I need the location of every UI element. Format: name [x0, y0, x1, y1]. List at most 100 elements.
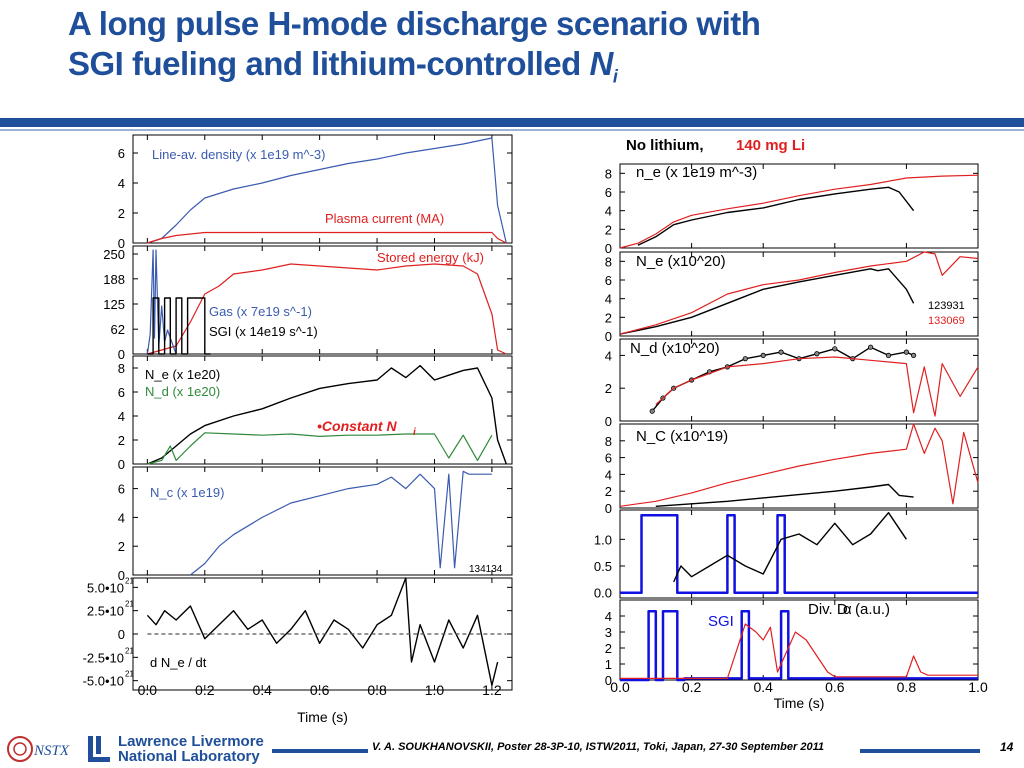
lab-name: Lawrence Livermore National Laboratory [118, 734, 264, 764]
left-chart-xtick-label: 0.0 [138, 682, 158, 698]
left-chart-subplot-2-ytick-label: 250 [103, 247, 125, 262]
right-chart-subplot-5-ytick-label: 1.0 [594, 532, 612, 547]
nstx-text: NSTX [33, 743, 70, 759]
right-chart-subplot-3-ytick-label: 4 [605, 348, 612, 363]
right-chart-subplot-1-annotation-1: n_e (x 1e19 m^-3) [636, 164, 757, 181]
left-chart-subplot-5-ytick-label: -5.0•10 [83, 674, 124, 689]
right-chart-subplot-2-ytick-label: 2 [605, 310, 612, 325]
left-chart-subplot-1-ytick-label: 0 [118, 236, 125, 251]
left-chart-subplot-5-ytick-exponent: 21 [125, 670, 134, 679]
right-chart-subplot-1-ytick-label: 8 [605, 166, 612, 181]
left-chart-subplot-2-annotation-3: SGI (x 14e19 s^-1) [209, 324, 318, 339]
left-chart-subplot-4-ytick-label: 2 [118, 539, 125, 554]
right-chart-subplot-6-annotation-1: SGI [708, 613, 734, 630]
right-chart-subplot-3-series-1-point [814, 351, 820, 357]
left-chart-subplot-3-ytick-label: 4 [118, 409, 125, 424]
right-chart-subplot-6-ytick-label: 0 [605, 673, 612, 688]
right-chart-subplot-1-ytick-label: 4 [605, 204, 612, 219]
title-line-2-prefix: SGI fueling and lithium-controlled [68, 45, 590, 82]
right-chart-subplot-5-series-2-line [673, 512, 907, 583]
left-chart-subplot-3-frame [132, 355, 513, 465]
right-chart-heading-black: No lithium, [626, 137, 704, 154]
right-chart-subplot-3-frame [619, 338, 979, 422]
right-chart-subplot-6-annotation-3: α [843, 601, 852, 618]
right-chart-subplot-3-series-1-point [760, 352, 766, 358]
right-chart-subplot-4-ytick-label: 6 [605, 451, 612, 466]
right-chart-subplot-3-annotation-1: N_d (x10^20) [630, 340, 720, 357]
left-chart-xtick-label: 0.8 [367, 682, 387, 698]
left-chart-subplot-3-annotation-1: N_e (x 1e20) [145, 367, 220, 382]
left-chart-subplot-3-ytick-label: 8 [118, 361, 125, 376]
left-chart-xtick-label: 0.4 [252, 682, 272, 698]
left-chart-subplot-5-ytick-label: 5.0•10 [87, 580, 124, 595]
right-chart-xtick-label: 0.6 [825, 679, 845, 695]
left-chart-xtick-label: 0.6 [310, 682, 330, 698]
left-chart-subplot-3-annotation-3: •Constant N [317, 418, 397, 434]
right-chart-subplot-6-series-2-line [620, 623, 978, 680]
nstx-logo: NSTX [4, 733, 84, 765]
right-chart-subplot-2-ytick-label: 4 [605, 292, 612, 307]
left-chart-subplot-1-annotation-1: Line-av. density (x 1e19 m^-3) [152, 147, 326, 162]
left-chart-subplot-3-annotation-2: N_d (x 1e20) [145, 384, 220, 399]
right-chart-subplot-6-series-1-line [620, 609, 978, 682]
left-chart-subplot-1-series-2-line [147, 231, 507, 244]
title-divider-thin [0, 129, 1024, 131]
left-chart-xaxis-label: Time (s) [297, 709, 348, 725]
left-chart-subplot-4-ytick-label: 6 [118, 482, 125, 497]
left-chart-subplot-3-series-2-line [147, 432, 493, 465]
right-chart-subplot-3-series-1-point [649, 408, 655, 414]
right-chart-subplot-2-series-2-line [619, 251, 979, 335]
right-chart-subplot-6-annotation-4: (a.u.) [855, 601, 890, 618]
left-chart-subplot-5-ytick-exponent: 21 [125, 576, 134, 585]
left-chart-subplot-3-ytick-label: 0 [118, 457, 125, 472]
right-chart-subplot-2-frame [619, 251, 979, 337]
title-line-1: A long pulse H-mode discharge scenario w… [68, 5, 761, 42]
right-chart-heading-red: 140 mg Li [736, 137, 805, 154]
left-chart-subplot-2-frame [132, 245, 513, 355]
right-chart-subplot-4-ytick-label: 8 [605, 434, 612, 449]
left-chart-subplot-5-series-1-line [146, 577, 499, 686]
right-chart-subplot-2-annotation-1: N_e (x10^20) [636, 253, 726, 270]
left-chart-subplot-2-ytick-label: 188 [103, 272, 125, 287]
right-chart-subplot-1-frame [619, 163, 979, 249]
left-chart-subplot-1-frame [132, 134, 513, 244]
right-chart-xtick-label: 1.0 [968, 679, 988, 695]
right-chart-subplot-2-series-1-line [619, 268, 915, 335]
left-chart-subplot-2-ytick-label: 62 [111, 322, 125, 337]
right-chart-subplot-1-ytick-label: 2 [605, 222, 612, 237]
left-chart-xtick-label: 1.2 [482, 682, 502, 698]
footer-citation: V. A. SOUKHANOVSKII, Poster 28-3P-10, IS… [372, 741, 824, 753]
right-chart-subplot-3-series-1-point [903, 349, 910, 355]
right-chart-xtick-label: 0.4 [753, 679, 773, 695]
right-chart-subplot-3-series-1-point [832, 346, 838, 352]
right-chart-subplot-4-series-1-line [655, 483, 914, 507]
right-chart-subplot-5-ytick-label: 0.5 [594, 559, 612, 574]
right-chart-legend-2: 133069 [928, 315, 965, 327]
right-chart-subplot-6-ytick-label: 4 [605, 609, 612, 624]
left-chart-subplot-5-ytick-exponent: 21 [125, 600, 134, 609]
title-divider [0, 118, 1024, 127]
left-chart-xtick-label: 1.0 [425, 682, 445, 698]
left-chart-subplot-5-ytick-label: -2.5•10 [83, 650, 124, 665]
right-chart-subplot-5-ytick-label: 0.0 [594, 586, 612, 601]
left-chart-subplot-5-ytick-exponent: 21 [125, 646, 134, 655]
right-chart-subplot-4-ytick-label: 2 [605, 484, 612, 499]
right-chart-subplot-3-series-2-line [655, 356, 979, 417]
lab-name-line-1: Lawrence Livermore [118, 733, 264, 750]
left-chart-subplot-5-annotation-1: d N_e / dt [150, 655, 207, 670]
title-var: N [589, 45, 614, 82]
right-chart-subplot-6-annotation-2: Div. D [808, 601, 848, 618]
right-chart-subplot-4-series-2-line [619, 423, 979, 507]
right-chart-subplot-1-ytick-label: 0 [605, 241, 612, 256]
left-chart-subplot-1-ytick-label: 4 [118, 176, 125, 191]
right-chart-subplot-3-series-1-point [742, 356, 748, 362]
left-chart-shot-label: 134134 [469, 564, 503, 575]
right-chart-subplot-6-ytick-label: 2 [605, 641, 612, 656]
left-chart-subplot-4-ytick-label: 0 [118, 568, 125, 583]
right-chart-subplot-3-series-1-point [867, 344, 874, 350]
left-chart-subplot-2-ytick-label: 125 [103, 297, 125, 312]
left-chart-subplot-2-annotation-2: Gas (x 7e19 s^-1) [209, 304, 312, 319]
right-chart-subplot-6-ytick-label: 3 [605, 625, 612, 640]
left-chart-subplot-1-ytick-label: 2 [118, 206, 125, 221]
left-chart-subplot-3-series-1-line [147, 364, 507, 465]
